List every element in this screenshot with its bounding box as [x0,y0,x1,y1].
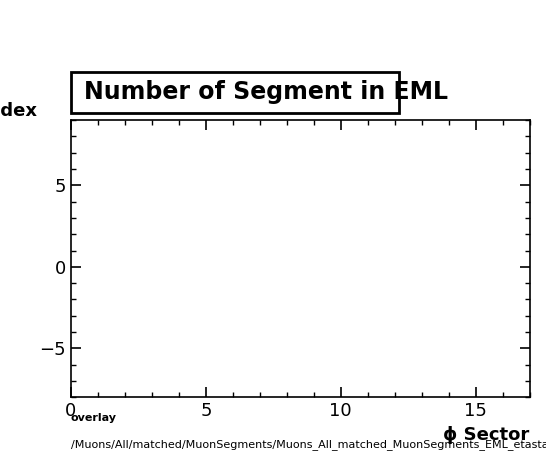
Text: Number of Segment in EML: Number of Segment in EML [84,80,448,104]
Text: overlay: overlay [71,413,117,423]
X-axis label: ϕ Sector: ϕ Sector [443,426,530,444]
Y-axis label: η Index: η Index [0,102,37,120]
Text: /Muons/All/matched/MuonSegments/Muons_All_matched_MuonSegments_EML_etasta: /Muons/All/matched/MuonSegments/Muons_Al… [71,439,546,450]
FancyBboxPatch shape [71,72,399,113]
